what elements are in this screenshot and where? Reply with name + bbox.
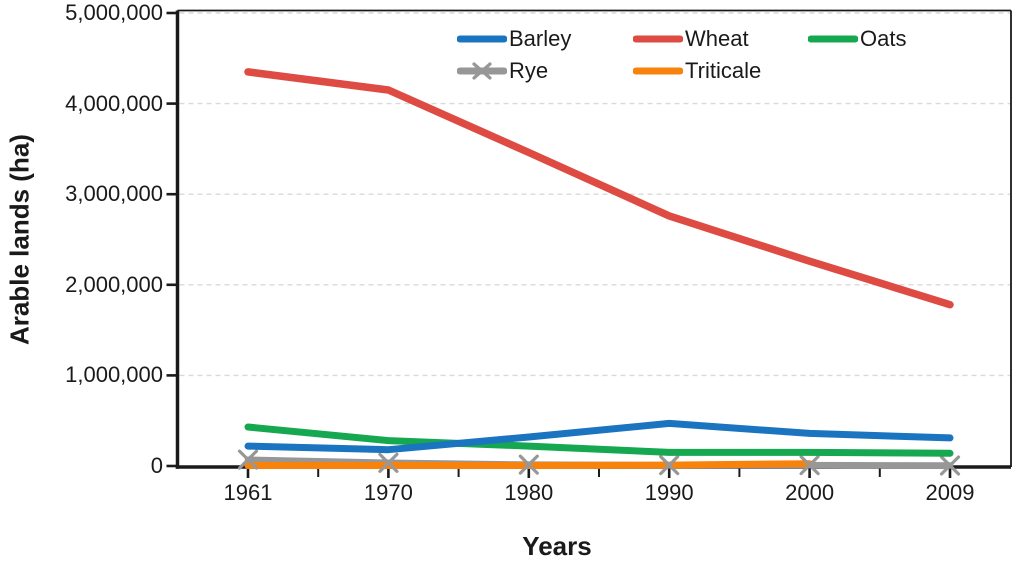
y-tick-label: 0 <box>150 453 163 478</box>
y-tick-label: 2,000,000 <box>65 271 163 297</box>
series-marker-x-rye <box>237 449 259 470</box>
x-tick-label: 1980 <box>504 480 554 505</box>
series-line-wheat <box>244 68 954 309</box>
series-marker-x-rye <box>659 454 680 476</box>
legend-label-wheat: Wheat <box>685 26 749 51</box>
x-tick-label: 1990 <box>644 480 694 505</box>
legend-wheat-line-icon <box>633 35 683 43</box>
series-marker-x-rye <box>378 452 399 473</box>
x-tick-label: 2000 <box>785 480 835 505</box>
legend-label-barley: Barley <box>509 26 572 51</box>
legend-item-triticale: Triticale <box>633 57 761 85</box>
x-axis-title: Years <box>522 531 592 561</box>
x-tick-label: 1961 <box>223 480 273 505</box>
legend-oats-line-icon <box>808 35 858 43</box>
x-tick-label: 1970 <box>363 480 413 505</box>
y-tick-label: 4,000,000 <box>65 90 163 116</box>
legend-item-wheat: Wheat <box>633 25 749 53</box>
y-tick-label: 5,000,000 <box>65 0 163 25</box>
legend-triticale-line-icon <box>633 67 683 75</box>
series-line-oats <box>244 423 954 457</box>
x-tick-label: 2009 <box>925 480 975 505</box>
y-axis-title: Arable lands (ha) <box>4 134 35 345</box>
series-line-barley <box>244 419 954 454</box>
legend-item-oats: Oats <box>808 25 906 53</box>
y-tick-label: 3,000,000 <box>65 181 163 207</box>
series-marker-x-rye <box>799 454 820 476</box>
legend-barley-line-icon <box>457 35 507 43</box>
series-marker-x-rye <box>939 455 961 476</box>
legend-label-triticale: Triticale <box>685 58 762 83</box>
legend-label-oats: Oats <box>860 26 907 51</box>
legend-rye-line-x-marker-icon <box>457 62 507 80</box>
y-tick-label: 1,000,000 <box>65 362 163 388</box>
series-marker-x-rye <box>518 454 539 475</box>
legend-label-rye: Rye <box>509 58 549 83</box>
legend-item-rye: Rye <box>457 57 548 85</box>
legend-item-barley: Barley <box>457 25 571 53</box>
